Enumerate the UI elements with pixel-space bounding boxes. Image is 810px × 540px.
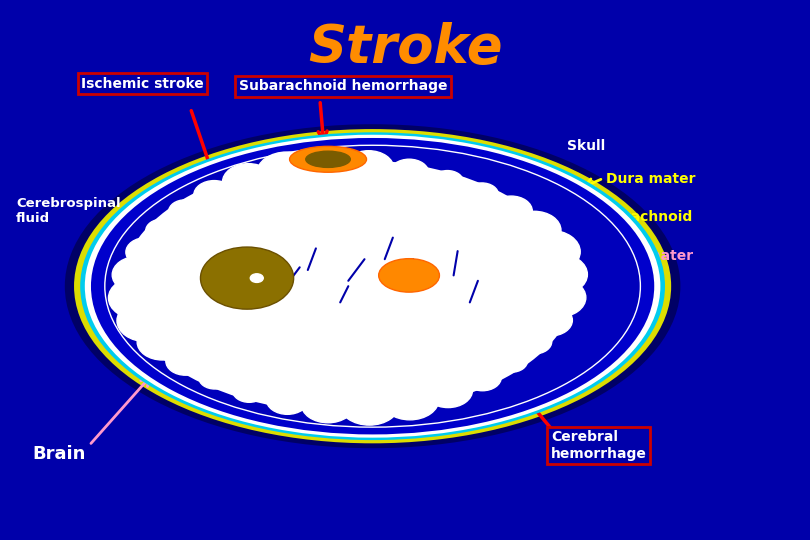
Ellipse shape	[306, 151, 351, 167]
Ellipse shape	[117, 300, 177, 342]
Ellipse shape	[339, 382, 399, 425]
Ellipse shape	[266, 384, 309, 414]
Ellipse shape	[424, 373, 472, 408]
Ellipse shape	[381, 379, 439, 420]
Ellipse shape	[431, 171, 463, 193]
Text: Stroke: Stroke	[308, 22, 502, 73]
Ellipse shape	[343, 151, 394, 187]
Text: Dura mater: Dura mater	[606, 172, 695, 186]
Ellipse shape	[290, 146, 366, 172]
Ellipse shape	[490, 196, 532, 226]
Ellipse shape	[250, 274, 263, 282]
Text: Brain: Brain	[32, 444, 86, 463]
Ellipse shape	[200, 247, 293, 309]
Ellipse shape	[168, 200, 202, 223]
Text: Cerebrospinal
fluid: Cerebrospinal fluid	[16, 197, 121, 225]
Ellipse shape	[507, 211, 561, 249]
Ellipse shape	[531, 278, 586, 317]
Ellipse shape	[74, 129, 671, 443]
Ellipse shape	[109, 276, 168, 319]
Text: Arachnoid: Arachnoid	[614, 210, 693, 224]
Ellipse shape	[528, 305, 573, 336]
Ellipse shape	[104, 145, 641, 427]
Ellipse shape	[126, 238, 167, 267]
Text: Skull: Skull	[567, 139, 605, 153]
Ellipse shape	[496, 349, 527, 372]
Ellipse shape	[223, 164, 275, 201]
Ellipse shape	[378, 259, 439, 292]
Ellipse shape	[529, 254, 587, 295]
Ellipse shape	[137, 324, 188, 360]
Text: Cerebral
hemorrhage: Cerebral hemorrhage	[551, 430, 646, 461]
Ellipse shape	[518, 329, 552, 354]
Text: Ischemic stroke: Ischemic stroke	[81, 77, 204, 91]
Ellipse shape	[465, 183, 498, 207]
Ellipse shape	[232, 379, 266, 402]
Ellipse shape	[390, 159, 428, 187]
Ellipse shape	[520, 230, 580, 273]
Ellipse shape	[166, 347, 205, 375]
Text: Subarachnoid hemorrhage: Subarachnoid hemorrhage	[239, 79, 447, 93]
Ellipse shape	[146, 219, 178, 242]
Text: Pia mater: Pia mater	[617, 249, 693, 264]
Ellipse shape	[113, 256, 164, 293]
Ellipse shape	[301, 384, 355, 423]
Ellipse shape	[297, 148, 357, 190]
Ellipse shape	[463, 364, 501, 391]
Ellipse shape	[198, 366, 231, 389]
Ellipse shape	[85, 135, 660, 438]
Ellipse shape	[122, 159, 575, 413]
Ellipse shape	[257, 152, 317, 194]
Ellipse shape	[91, 138, 654, 434]
Ellipse shape	[194, 180, 235, 210]
Ellipse shape	[65, 124, 680, 448]
Ellipse shape	[80, 132, 665, 440]
